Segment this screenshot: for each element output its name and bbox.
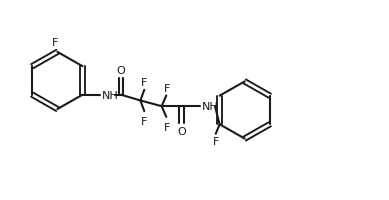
Text: F: F bbox=[141, 117, 147, 127]
Text: NH: NH bbox=[102, 90, 119, 100]
Text: NH: NH bbox=[202, 102, 219, 112]
Text: F: F bbox=[52, 38, 59, 48]
Text: O: O bbox=[117, 65, 126, 75]
Text: F: F bbox=[164, 83, 171, 93]
Text: F: F bbox=[164, 123, 171, 133]
Text: O: O bbox=[177, 127, 186, 137]
Text: F: F bbox=[212, 136, 219, 146]
Text: F: F bbox=[141, 78, 147, 88]
